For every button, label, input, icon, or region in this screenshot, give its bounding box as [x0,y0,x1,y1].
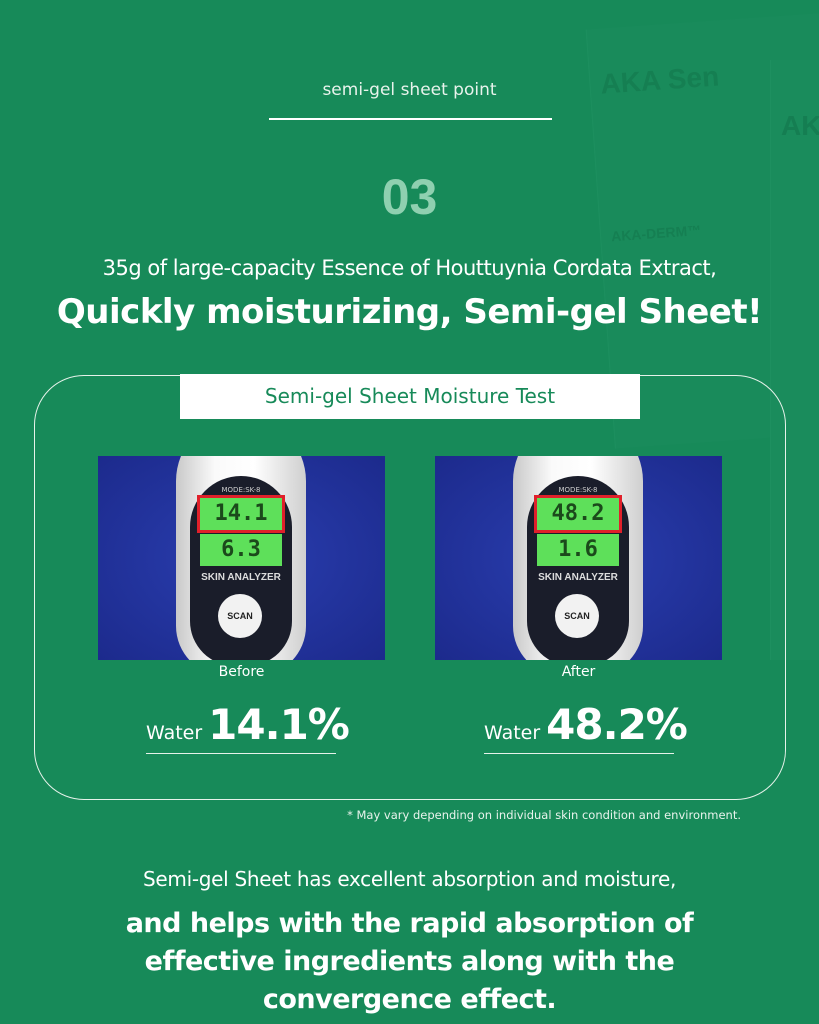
headline: Quickly moisturizing, Semi-gel Sheet! [56,292,763,332]
water-value: 48.2% [546,700,688,749]
water-label: Water [484,722,541,744]
after-water-result: Water 48.2% [484,700,688,754]
point-number: 03 [381,169,438,225]
before-photo: MODE:SK-8 14.1 6.3 SKIN ANALYZER SCAN [98,456,385,660]
footer-line-1: Semi-gel Sheet has excellent absorption … [142,867,677,891]
divider [269,118,552,120]
packaging-text: AK [781,110,819,141]
before-water-result: Water 14.1% [146,700,350,754]
water-value: 14.1% [208,700,350,749]
before-caption: Before [218,664,265,680]
device-name: SKIN ANALYZER [538,572,618,583]
lcd-oil-reading: 6.3 [200,534,282,566]
product-packaging-background: AK [770,60,819,660]
disclaimer-note: * May vary depending on individual skin … [347,808,741,822]
subtitle: 35g of large-capacity Essence of Houttuy… [102,256,717,280]
lcd-oil-reading: 1.6 [537,534,619,566]
scan-button: SCAN [218,594,262,638]
after-photo: MODE:SK-8 48.2 1.6 SKIN ANALYZER SCAN [435,456,722,660]
moisture-test-label: Semi-gel Sheet Moisture Test [180,374,640,419]
lcd-water-reading: 14.1 [197,495,285,533]
water-label: Water [146,722,203,744]
after-caption: After [561,664,596,680]
skin-analyzer-device: MODE:SK-8 48.2 1.6 SKIN ANALYZER SCAN [513,456,643,660]
device-mode: MODE:SK-8 [558,486,598,494]
section-eyebrow: semi-gel sheet point [322,80,497,100]
device-name: SKIN ANALYZER [201,572,281,583]
footer-line-2: and helps with the rapid absorption of e… [125,908,694,1015]
device-mode: MODE:SK-8 [221,486,261,494]
skin-analyzer-device: MODE:SK-8 14.1 6.3 SKIN ANALYZER SCAN [176,456,306,660]
scan-button: SCAN [555,594,599,638]
lcd-water-reading: 48.2 [534,495,622,533]
